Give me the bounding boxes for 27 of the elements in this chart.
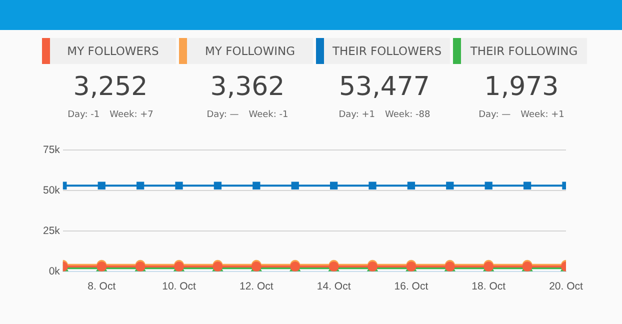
- y-tick-label: 75k: [42, 144, 61, 156]
- text: Day: —: [206, 110, 239, 120]
- y-tick-label: 0k: [48, 265, 61, 278]
- text: 3,362: [209, 72, 286, 104]
- text: Day: -1: [68, 110, 100, 120]
- y-tick-label: 25k: [42, 224, 61, 237]
- text: Week: -88: [385, 110, 430, 120]
- x-tick-label: 10. Oct: [162, 280, 196, 293]
- text: Week: +7: [110, 110, 154, 120]
- text: Week: +1: [520, 110, 564, 120]
- x-tick-label: 18. Oct: [472, 280, 506, 293]
- x-tick-label: 12. Oct: [239, 280, 274, 293]
- y-tick-label: 50k: [42, 184, 61, 196]
- text: Day: +1: [338, 110, 375, 120]
- x-tick-label: 14. Oct: [316, 280, 351, 293]
- text: Day: —: [478, 110, 511, 120]
- text: 1,973: [483, 72, 560, 104]
- legend-label: THEIR FOLLOWERS: [331, 44, 443, 58]
- x-tick-label: 16. Oct: [394, 280, 428, 293]
- text: 53,477: [338, 72, 431, 104]
- text: Week: -1: [248, 110, 288, 120]
- legend-label: THEIR FOLLOWING: [469, 44, 579, 58]
- x-tick-label: 8. Oct: [88, 280, 116, 293]
- text: 3,252: [72, 72, 149, 104]
- legend-label: MY FOLLOWERS: [66, 44, 160, 58]
- legend-label: MY FOLLOWING: [204, 44, 296, 58]
- x-tick-label: 20. Oct: [549, 280, 583, 293]
